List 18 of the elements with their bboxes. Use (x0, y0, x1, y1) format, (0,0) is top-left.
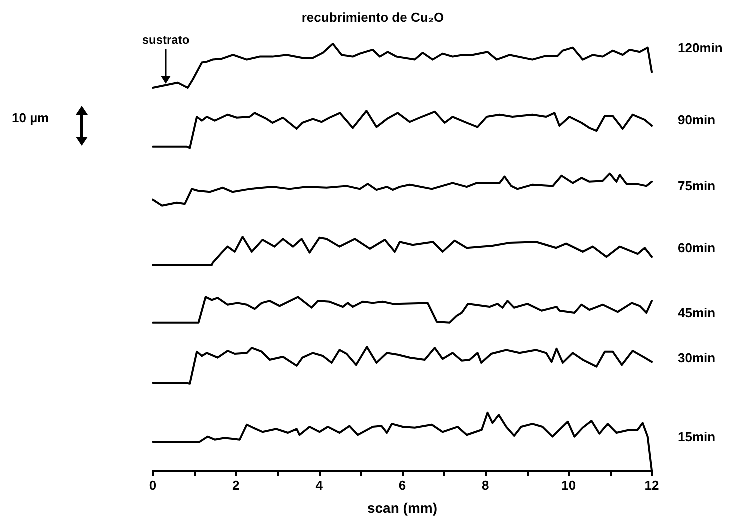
x-tick-label: 6 (398, 478, 406, 493)
text: 90min (678, 112, 716, 128)
x-tick-label: 12 (644, 478, 660, 493)
x-tick-label: 8 (482, 478, 490, 493)
x-tick-label: 10 (562, 478, 576, 493)
text: 60min (678, 240, 716, 256)
text: 75min (678, 178, 716, 194)
x-tick-label: 4 (316, 478, 324, 493)
text: 30min (678, 350, 716, 366)
text: 120min (678, 40, 723, 56)
x-axis-title: scan (mm) (367, 500, 438, 516)
chart-title: recubrimiento de Cu₂O (302, 10, 444, 25)
text: 15min (678, 429, 716, 444)
x-tick-label: 2 (232, 478, 240, 493)
x-tick-label: 0 (149, 478, 157, 493)
text: 10 µm (12, 110, 50, 126)
annotation: sustrato (142, 33, 190, 47)
text: 45min (678, 306, 716, 321)
